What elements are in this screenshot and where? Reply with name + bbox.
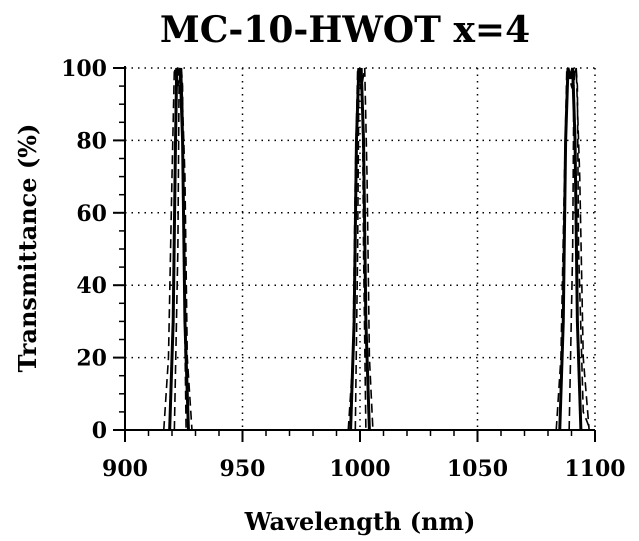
x-tick-label: 950 <box>220 456 266 482</box>
series-line <box>349 67 371 431</box>
series-line <box>555 67 590 431</box>
y-tick-label: 20 <box>76 346 107 372</box>
chart-title: MC-10-HWOT x=4 <box>160 9 530 51</box>
y-tick-label: 0 <box>92 418 107 444</box>
y-axis-label: Transmittance (%) <box>13 124 42 373</box>
y-tick-label: 80 <box>76 128 107 154</box>
y-tick-label: 40 <box>76 273 107 299</box>
y-tick-label: 60 <box>76 201 107 227</box>
x-tick-label: 1100 <box>564 456 625 482</box>
series-line <box>347 67 374 431</box>
y-tick-label: 100 <box>61 56 107 82</box>
series-line <box>558 67 583 431</box>
series-3 <box>173 67 592 431</box>
series-line <box>568 67 592 431</box>
x-tick-label: 1050 <box>447 456 508 482</box>
x-tick-label: 900 <box>102 456 148 482</box>
series-1 <box>168 67 583 431</box>
x-axis-label: Wavelength (nm) <box>244 507 476 536</box>
ticks: 0 20 40 60 80 100 900 950 1000 1050 1100 <box>61 56 626 482</box>
series-group <box>162 67 592 431</box>
series-2 <box>162 67 590 431</box>
x-tick-label: 1000 <box>329 456 390 482</box>
series-line <box>162 67 193 431</box>
grid <box>125 67 596 430</box>
